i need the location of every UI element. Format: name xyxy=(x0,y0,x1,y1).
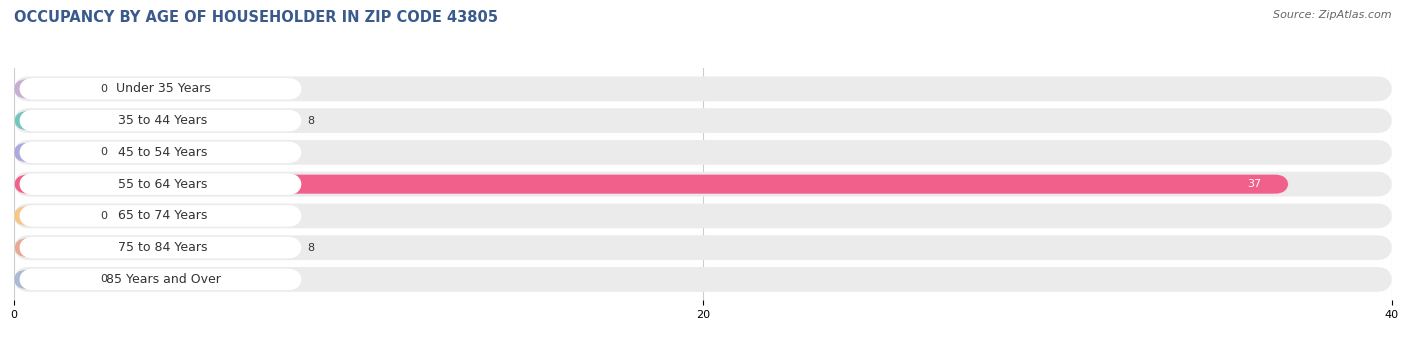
Text: 0: 0 xyxy=(100,147,107,158)
FancyBboxPatch shape xyxy=(14,111,290,130)
Text: 65 to 74 Years: 65 to 74 Years xyxy=(118,209,208,222)
FancyBboxPatch shape xyxy=(20,110,302,131)
FancyBboxPatch shape xyxy=(14,270,76,289)
FancyBboxPatch shape xyxy=(14,204,1392,228)
FancyBboxPatch shape xyxy=(20,205,302,227)
Text: 8: 8 xyxy=(307,243,314,253)
FancyBboxPatch shape xyxy=(14,238,290,257)
Text: OCCUPANCY BY AGE OF HOUSEHOLDER IN ZIP CODE 43805: OCCUPANCY BY AGE OF HOUSEHOLDER IN ZIP C… xyxy=(14,10,498,25)
Text: Source: ZipAtlas.com: Source: ZipAtlas.com xyxy=(1274,10,1392,20)
Text: 0: 0 xyxy=(100,211,107,221)
Text: 45 to 54 Years: 45 to 54 Years xyxy=(118,146,208,159)
FancyBboxPatch shape xyxy=(14,143,76,162)
Text: 0: 0 xyxy=(100,84,107,94)
Text: 37: 37 xyxy=(1247,179,1261,189)
Text: 75 to 84 Years: 75 to 84 Years xyxy=(118,241,208,254)
FancyBboxPatch shape xyxy=(14,79,76,98)
Text: 8: 8 xyxy=(307,116,314,125)
Text: 85 Years and Over: 85 Years and Over xyxy=(105,273,221,286)
FancyBboxPatch shape xyxy=(14,206,76,225)
Text: 55 to 64 Years: 55 to 64 Years xyxy=(118,178,208,191)
FancyBboxPatch shape xyxy=(14,175,1289,194)
FancyBboxPatch shape xyxy=(20,269,302,290)
FancyBboxPatch shape xyxy=(20,237,302,258)
FancyBboxPatch shape xyxy=(20,173,302,195)
Text: Under 35 Years: Under 35 Years xyxy=(115,82,211,95)
FancyBboxPatch shape xyxy=(14,172,1392,196)
FancyBboxPatch shape xyxy=(20,142,302,163)
FancyBboxPatch shape xyxy=(14,235,1392,260)
FancyBboxPatch shape xyxy=(20,78,302,100)
Text: 35 to 44 Years: 35 to 44 Years xyxy=(118,114,208,127)
FancyBboxPatch shape xyxy=(14,76,1392,101)
FancyBboxPatch shape xyxy=(14,267,1392,292)
FancyBboxPatch shape xyxy=(14,140,1392,165)
Text: 0: 0 xyxy=(100,275,107,284)
FancyBboxPatch shape xyxy=(14,108,1392,133)
